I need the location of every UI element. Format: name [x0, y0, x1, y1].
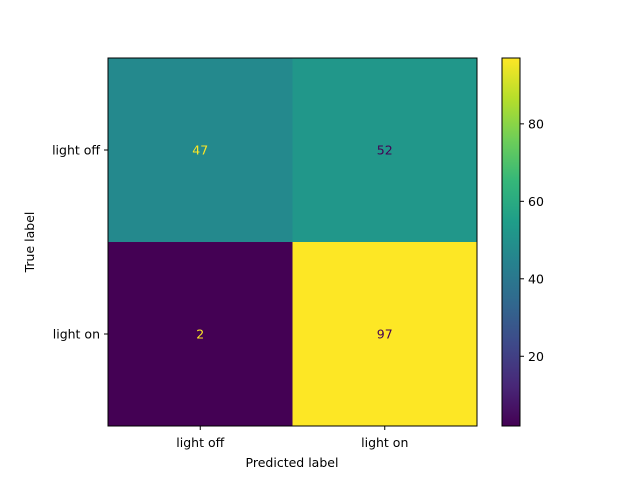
cell-value-label: 47 [192, 143, 208, 158]
y-axis: light off light on [52, 143, 108, 342]
colorbar-frame [501, 57, 521, 427]
colorbar: 20 40 60 80 [501, 57, 544, 427]
cell-value-label: 52 [377, 143, 393, 158]
x-tick-label: light off [176, 435, 224, 450]
colorbar-tick-label: 60 [528, 194, 544, 209]
matrix-cell [292, 58, 478, 243]
colorbar-tick-label: 40 [528, 271, 544, 286]
x-axis: light off light on [176, 426, 408, 450]
x-tick-label: light on [361, 435, 408, 450]
cell-value-label: 2 [196, 327, 204, 342]
y-tick-label: light off [52, 143, 100, 158]
matrix-frame [107, 57, 478, 427]
y-tick-label: light on [53, 327, 100, 342]
x-axis-label: Predicted label [246, 455, 339, 470]
matrix-cell [108, 242, 293, 427]
colorbar-gradient [502, 58, 520, 426]
colorbar-tick-label: 20 [528, 349, 544, 364]
cell-value-label: 97 [377, 327, 393, 342]
matrix-cells: 47 52 2 97 [108, 58, 478, 427]
matrix-cell [292, 242, 478, 427]
colorbar-ticks: 20 40 60 80 [520, 116, 544, 364]
y-axis-label: True label [22, 212, 37, 274]
colorbar-tick-label: 80 [528, 116, 544, 131]
matrix-cell [108, 58, 293, 243]
